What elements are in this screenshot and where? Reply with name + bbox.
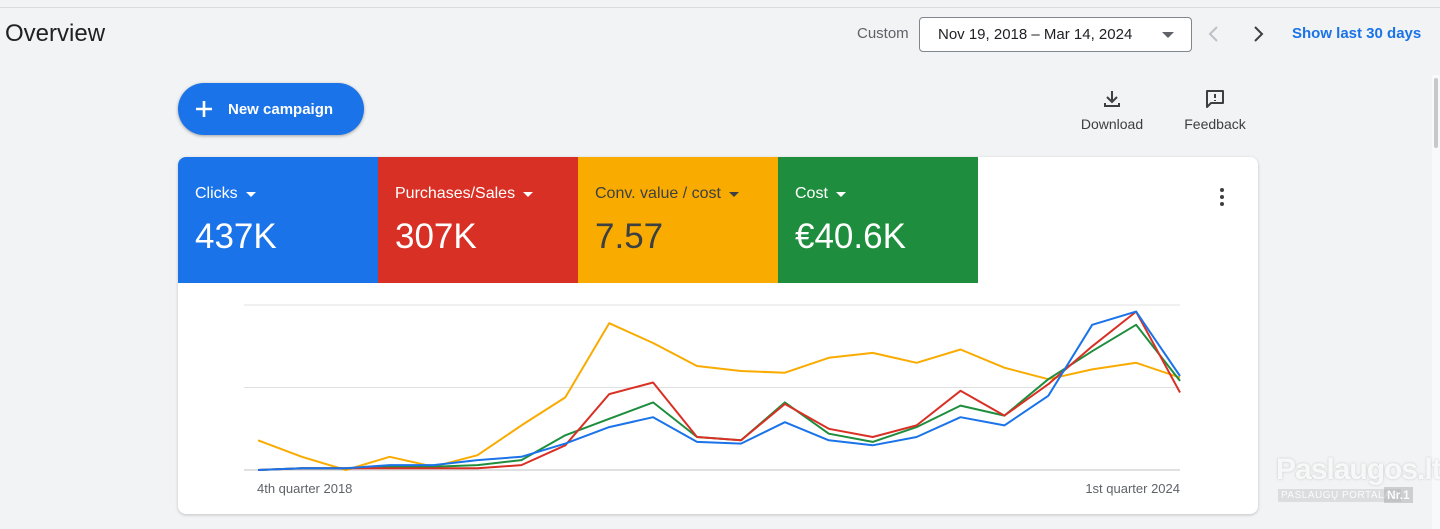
performance-card: Clicks 437K Purchases/Sales 307K Conv. v… xyxy=(178,157,1258,514)
metric-tile-clicks[interactable]: Clicks 437K xyxy=(178,157,378,283)
download-label: Download xyxy=(1080,116,1144,132)
download-icon xyxy=(1104,91,1120,107)
watermark-text: Paslaugos.lt xyxy=(1276,453,1440,486)
chart-grid xyxy=(244,304,1180,471)
top-divider xyxy=(0,0,1440,8)
metric-value: 7.57 xyxy=(595,217,664,256)
more-vert-icon-dot xyxy=(1220,202,1224,206)
series-line-3 xyxy=(257,310,1181,471)
caret-down-icon xyxy=(728,191,739,197)
new-campaign-label: New campaign xyxy=(228,100,334,118)
chart-series xyxy=(257,310,1181,471)
more-vert-icon-dot xyxy=(1220,195,1224,199)
metric-label: Cost xyxy=(795,185,828,202)
performance-line-chart: 4th quarter 2018 1st quarter 2024 xyxy=(244,304,1181,496)
metric-header: Cost xyxy=(795,185,961,203)
plus-icon xyxy=(194,99,214,119)
caret-down-icon xyxy=(245,191,256,197)
more-vert-icon-dot xyxy=(1220,188,1224,192)
new-campaign-button[interactable]: New campaign xyxy=(178,83,364,135)
watermark-subtext: PASLAUGŲ PORTALAS xyxy=(1278,489,1402,502)
show-last-30-days-link[interactable]: Show last 30 days xyxy=(1292,25,1422,42)
date-range-type-label: Custom xyxy=(857,25,909,42)
metric-value: €40.6K xyxy=(795,217,906,256)
metric-label: Conv. value / cost xyxy=(595,185,721,202)
date-range-value: Nov 19, 2018 – Mar 14, 2024 xyxy=(938,26,1133,43)
metric-header: Purchases/Sales xyxy=(395,185,561,203)
more-options-button[interactable] xyxy=(1210,185,1234,209)
series-line-0 xyxy=(257,322,1181,471)
caret-down-icon xyxy=(1162,32,1174,38)
metric-header: Clicks xyxy=(195,185,361,203)
feedback-label: Feedback xyxy=(1184,116,1246,132)
metric-value: 437K xyxy=(195,217,277,256)
metric-value: 307K xyxy=(395,217,477,256)
x-tick-label-end: 1st quarter 2024 xyxy=(1085,481,1180,496)
download-button[interactable]: Download xyxy=(1078,88,1146,132)
page-title: Overview xyxy=(5,20,106,47)
metric-tile-purchases-sales[interactable]: Purchases/Sales 307K xyxy=(378,157,578,283)
watermark-logo: Paslaugos.lt PASLAUGŲ PORTALAS Nr.1 xyxy=(1276,453,1440,508)
metric-header: Conv. value / cost xyxy=(595,185,761,203)
feedback-button[interactable]: Feedback xyxy=(1182,88,1248,132)
chevron-left-icon xyxy=(1208,26,1218,42)
metric-tile-cost[interactable]: Cost €40.6K xyxy=(778,157,978,283)
metric-label: Purchases/Sales xyxy=(395,185,516,202)
watermark-badge: Nr.1 xyxy=(1384,487,1413,503)
feedback-icon xyxy=(1206,90,1224,108)
metric-label: Clicks xyxy=(195,185,238,202)
metric-tile-conv-value-cost[interactable]: Conv. value / cost 7.57 xyxy=(578,157,778,283)
chevron-right-icon xyxy=(1254,26,1264,42)
page-scrollbar-thumb[interactable] xyxy=(1434,78,1438,148)
previous-period-button[interactable] xyxy=(1200,20,1228,48)
date-range-select[interactable]: Nov 19, 2018 – Mar 14, 2024 xyxy=(919,17,1192,52)
series-line-2 xyxy=(257,310,1181,471)
caret-down-icon xyxy=(523,191,534,197)
caret-down-icon xyxy=(835,191,846,197)
x-tick-label-start: 4th quarter 2018 xyxy=(257,481,352,496)
page-scrollbar-track[interactable] xyxy=(1432,75,1440,529)
next-period-button[interactable] xyxy=(1244,20,1272,48)
series-line-1 xyxy=(257,323,1181,471)
